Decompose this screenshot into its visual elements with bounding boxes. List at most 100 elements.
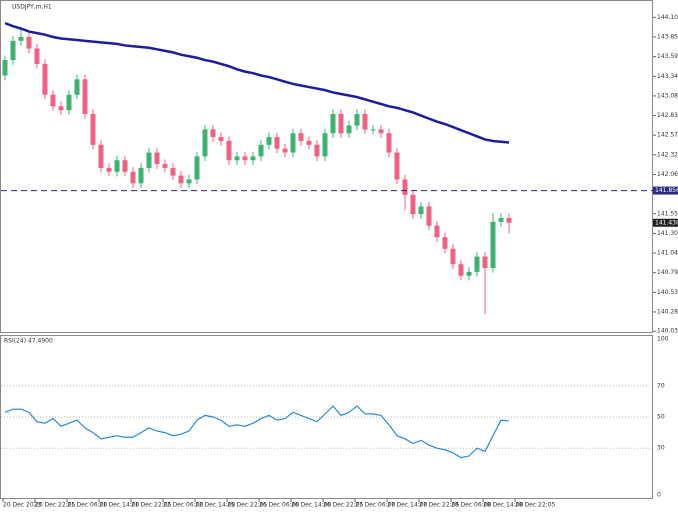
x-tick-label: 26 Dec 22:05 bbox=[323, 502, 364, 509]
candle-body bbox=[42, 63, 48, 95]
x-tick-label: 22 Dec 14:00 bbox=[195, 502, 236, 509]
price-label: 141.438 bbox=[655, 219, 678, 226]
candle-body bbox=[90, 114, 96, 145]
candle-body bbox=[18, 36, 24, 41]
y-tick-label: 140.280 bbox=[657, 308, 678, 315]
x-tick-label: 28 Dec 14:00 bbox=[483, 502, 524, 509]
x-tick-label: 20 Dec 2023 bbox=[3, 502, 42, 509]
candle-body bbox=[258, 144, 264, 157]
candle-body bbox=[242, 156, 248, 161]
candle-body bbox=[106, 167, 112, 172]
candle-body bbox=[178, 175, 184, 184]
rsi-tick-label: 70 bbox=[657, 382, 665, 389]
candle-body bbox=[10, 40, 16, 61]
rsi-line bbox=[4, 405, 510, 459]
x-tick-label: 21 Dec 06:00 bbox=[67, 502, 108, 509]
candle-body bbox=[458, 264, 464, 276]
candle-body bbox=[266, 137, 272, 145]
y-tick-label: 141.555 bbox=[657, 210, 678, 217]
candle-body bbox=[194, 156, 200, 180]
candle-body bbox=[186, 179, 192, 184]
candle-body bbox=[58, 106, 64, 111]
y-tick-label: 141.045 bbox=[657, 250, 678, 257]
y-tick-label: 140.790 bbox=[657, 269, 678, 276]
y-tick-label: 140.030 bbox=[657, 328, 678, 335]
x-tick-label: 27 Dec 22:05 bbox=[419, 502, 460, 509]
y-tick-label: 142.830 bbox=[657, 112, 678, 119]
candle-body bbox=[146, 152, 152, 168]
candle-body bbox=[226, 140, 232, 161]
candle-body bbox=[130, 171, 136, 184]
price-panel bbox=[0, 0, 653, 333]
candle-body bbox=[138, 167, 144, 184]
candle-body bbox=[66, 94, 72, 111]
candle-body bbox=[74, 79, 80, 95]
candle-body bbox=[250, 156, 256, 161]
candle-body bbox=[402, 179, 408, 195]
candle-body bbox=[410, 194, 416, 215]
rsi-tick-label: 30 bbox=[657, 445, 665, 452]
candle-body bbox=[506, 217, 512, 223]
x-tick-label: 21 Dec 22:05 bbox=[131, 502, 172, 509]
rsi-tick-label: 100 bbox=[657, 336, 669, 343]
candle-body bbox=[362, 114, 368, 130]
candle-body bbox=[498, 217, 504, 222]
candle-body bbox=[2, 60, 8, 76]
candle-body bbox=[234, 156, 240, 161]
y-tick-label: 143.085 bbox=[657, 92, 678, 99]
y-tick-label: 141.300 bbox=[657, 230, 678, 237]
x-tick-label: 26 Dec 14:00 bbox=[291, 502, 332, 509]
candle-body bbox=[426, 206, 432, 226]
x-tick-label: 27 Dec 06:00 bbox=[355, 502, 396, 509]
hline-label: 141.856 bbox=[655, 187, 678, 194]
chart-title: USDJPY,m,H1 bbox=[12, 4, 52, 11]
candle-body bbox=[482, 256, 488, 269]
candle-body bbox=[322, 133, 328, 157]
candle-body bbox=[354, 114, 360, 126]
candle-body bbox=[442, 237, 448, 249]
candle-body bbox=[210, 129, 216, 138]
candle-body bbox=[418, 206, 424, 215]
candle-body bbox=[474, 256, 480, 272]
x-tick-label: 22 Dec 06:00 bbox=[163, 502, 204, 509]
candle-body bbox=[378, 129, 384, 134]
candle-body bbox=[338, 114, 344, 134]
candle-body bbox=[34, 48, 40, 64]
x-tick-label: 28 Dec 06:00 bbox=[451, 502, 492, 509]
candle-body bbox=[346, 125, 352, 134]
candle-body bbox=[50, 94, 56, 107]
x-tick-label: 25 Dec 22:05 bbox=[227, 502, 268, 509]
rsi-tick-label: 50 bbox=[657, 414, 665, 421]
hline-label-bg bbox=[653, 186, 678, 195]
x-tick-label: 27 Dec 14:00 bbox=[387, 502, 428, 509]
y-tick-label: 142.065 bbox=[657, 171, 678, 178]
candle-body bbox=[314, 144, 320, 157]
rsi-label: RSI(24) 47.4900 bbox=[4, 338, 53, 345]
candle-body bbox=[170, 167, 176, 176]
candle-body bbox=[290, 133, 296, 153]
candle-body bbox=[466, 271, 472, 276]
candle-body bbox=[490, 221, 496, 269]
candle-body bbox=[26, 36, 32, 49]
candle-body bbox=[218, 137, 224, 141]
candle-body bbox=[306, 140, 312, 145]
y-tick-label: 143.595 bbox=[657, 53, 678, 60]
x-tick-label: 21 Dec 14:00 bbox=[99, 502, 140, 509]
candle-body bbox=[298, 133, 304, 141]
rsi-tick-label: 0 bbox=[657, 492, 661, 499]
x-tick-label: 20 Dec 22:05 bbox=[35, 502, 76, 509]
y-tick-label: 140.535 bbox=[657, 289, 678, 296]
candle-body bbox=[434, 225, 440, 238]
candle-body bbox=[114, 160, 120, 172]
candle-body bbox=[330, 114, 336, 134]
candle-body bbox=[154, 152, 160, 165]
y-tick-label: 142.320 bbox=[657, 151, 678, 158]
y-tick-label: 144.105 bbox=[657, 14, 678, 21]
y-tick-label: 143.850 bbox=[657, 33, 678, 40]
candle-body bbox=[202, 129, 208, 157]
y-tick-label: 143.340 bbox=[657, 73, 678, 80]
candle-body bbox=[394, 152, 400, 180]
candle-body bbox=[370, 129, 376, 131]
price-label-bg bbox=[653, 218, 678, 227]
